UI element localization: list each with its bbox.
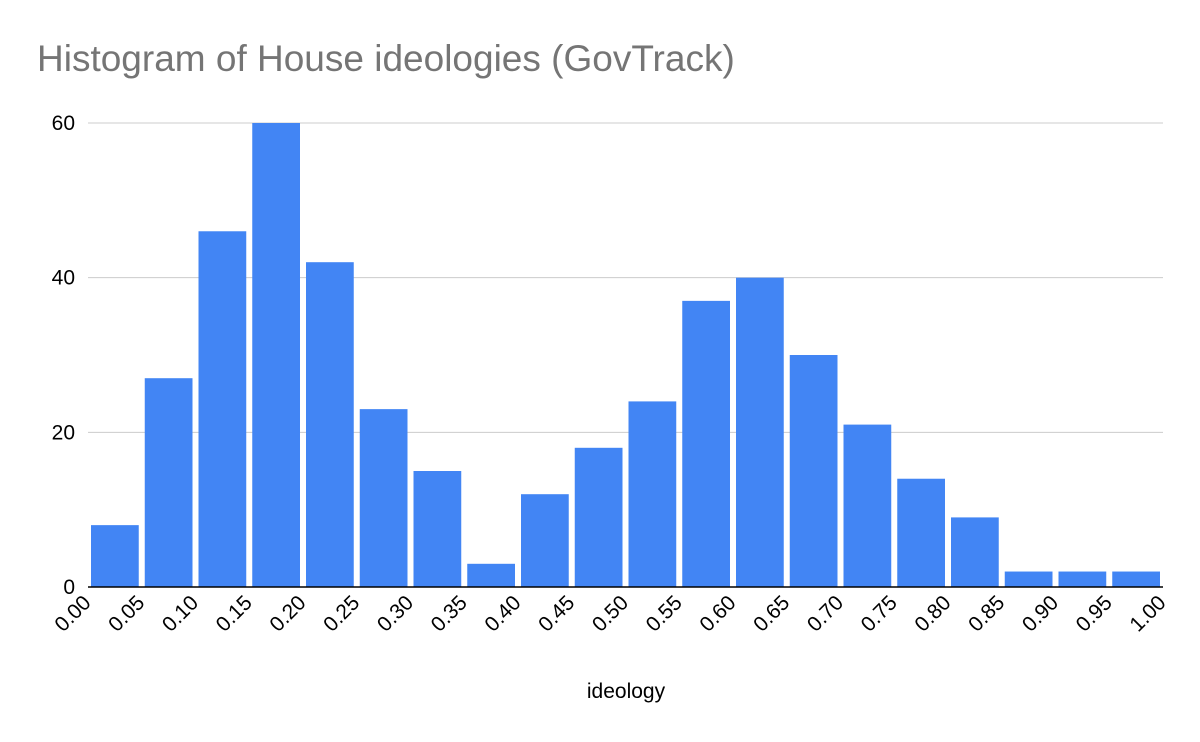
x-tick-label: 0.05 [104,591,149,636]
x-tick-label: 0.20 [265,591,310,636]
x-axis-label: ideology [587,680,666,703]
x-tick-label: 0.95 [1072,591,1117,636]
gridlines [88,122,1163,433]
x-tick-label: 0.55 [642,591,687,636]
histogram-bar [843,424,892,587]
bars [91,123,1160,587]
y-tick-label: 20 [52,421,75,444]
histogram-bar [736,277,784,587]
histogram-bar [574,447,623,587]
histogram-bar [682,300,730,587]
histogram-bar [306,262,354,587]
histogram-bar [897,478,945,587]
x-tick-label: 0.10 [158,591,203,636]
chart-title: Histogram of House ideologies (GovTrack) [37,38,735,79]
histogram-bar [413,471,462,587]
x-tick-label: 0.30 [373,591,418,636]
x-tick-label: 0.00 [50,591,95,636]
y-tick-label: 60 [52,112,75,135]
histogram-bar [1058,571,1107,587]
histogram-bar [359,409,408,587]
y-tick-label: 0 [63,576,75,599]
x-tick-label: 0.35 [427,591,472,636]
histogram-bar [467,563,515,587]
histogram-bar [91,525,139,587]
x-tick-label: 0.60 [695,591,740,636]
x-tick-label: 0.80 [910,591,955,636]
histogram-bar [1004,571,1053,587]
x-tick-label: 1.00 [1125,591,1170,636]
histogram-bar [951,517,999,587]
x-tick-label: 0.45 [534,591,579,636]
histogram-bar [1112,571,1160,587]
histogram-bar [198,231,247,587]
x-tick-label: 0.65 [749,591,794,636]
x-tick-label: 0.25 [319,591,364,636]
histogram-bar [144,378,193,587]
histogram-bar [789,355,838,587]
histogram-bar [521,494,569,587]
x-tick-label: 0.50 [588,591,633,636]
histogram-bar [628,401,677,587]
x-tick-label: 0.75 [857,591,902,636]
histogram-bar [252,123,300,587]
x-tick-label: 0.70 [803,591,848,636]
x-tick-label: 0.90 [1018,591,1063,636]
y-tick-label: 40 [52,267,75,290]
x-tick-label: 0.15 [212,591,257,636]
x-tick-label: 0.40 [480,591,525,636]
x-tick-label: 0.85 [964,591,1009,636]
